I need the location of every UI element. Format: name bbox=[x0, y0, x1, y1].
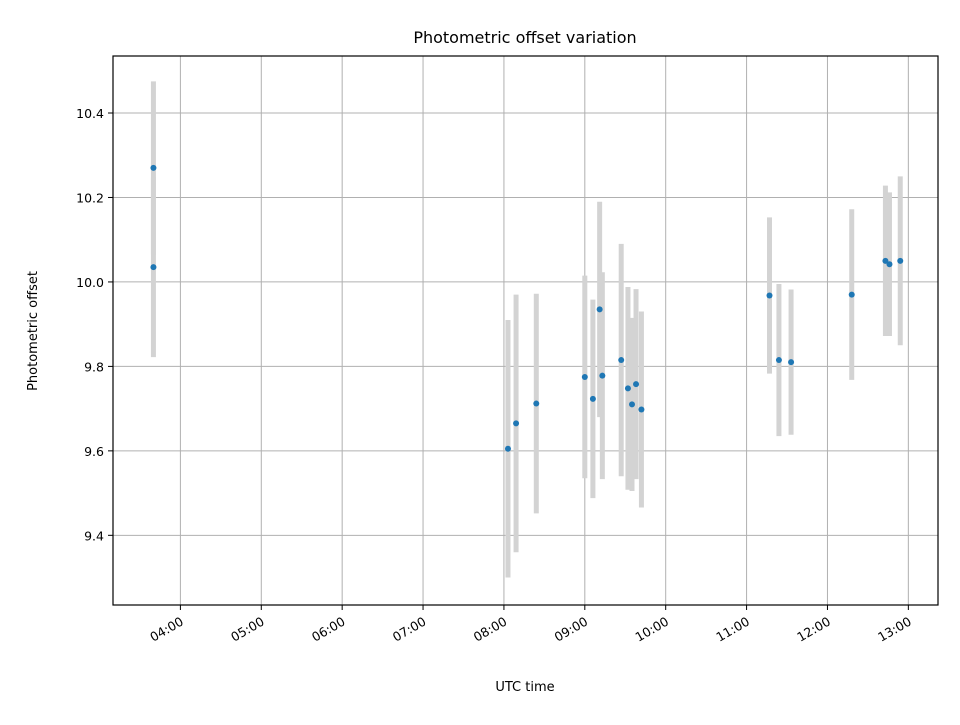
data-point bbox=[775, 357, 782, 364]
data-point bbox=[533, 400, 540, 407]
data-point bbox=[886, 261, 893, 268]
data-point bbox=[628, 401, 635, 408]
data-point bbox=[882, 257, 889, 264]
data-point bbox=[624, 385, 631, 392]
data-point bbox=[589, 395, 596, 402]
data-point bbox=[504, 445, 511, 452]
data-point bbox=[581, 373, 588, 380]
data-point bbox=[897, 257, 904, 264]
plot-frame bbox=[112, 55, 939, 606]
x-axis-label: UTC time bbox=[495, 680, 554, 695]
y-tick-label: 9.8 bbox=[84, 359, 104, 374]
data-point bbox=[638, 406, 645, 413]
data-point bbox=[766, 292, 773, 299]
data-points bbox=[150, 164, 904, 452]
data-point bbox=[150, 164, 157, 171]
data-point bbox=[596, 306, 603, 313]
y-tick-label: 10.2 bbox=[76, 190, 104, 205]
y-tick-label: 9.4 bbox=[84, 528, 104, 543]
data-point bbox=[618, 357, 625, 364]
data-point bbox=[599, 372, 606, 379]
data-point bbox=[788, 359, 795, 366]
chart-title: Photometric offset variation bbox=[413, 28, 636, 47]
y-axis-ticks: 9.4 9.6 9.8 10.0 10.2 10.4 bbox=[76, 106, 113, 543]
y-axis-label: Photometric offset bbox=[26, 271, 41, 391]
y-tick-label: 9.6 bbox=[84, 444, 104, 459]
y-tick-label: 10.4 bbox=[76, 106, 104, 121]
data-point bbox=[513, 420, 520, 427]
data-point bbox=[633, 381, 640, 388]
data-point bbox=[848, 291, 855, 298]
data-point bbox=[150, 264, 157, 271]
y-tick-label: 10.0 bbox=[76, 275, 104, 290]
